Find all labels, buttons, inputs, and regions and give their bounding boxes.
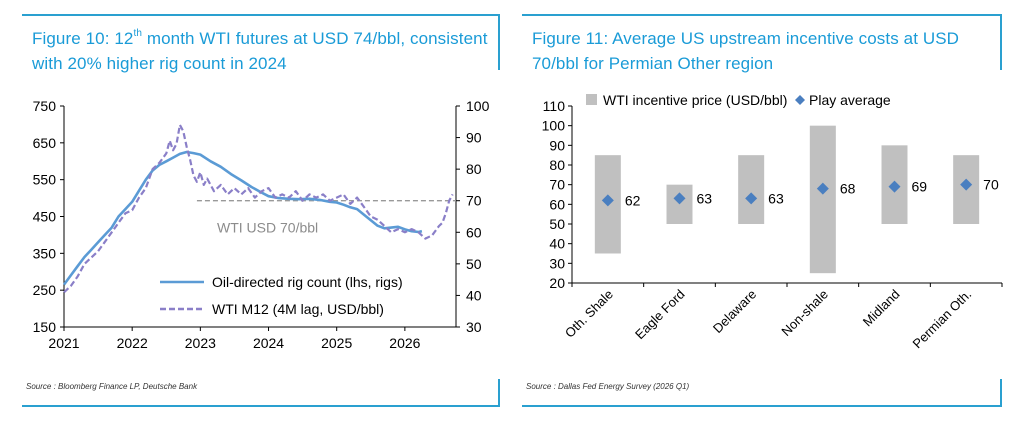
- play-average-data-label: 68: [840, 181, 856, 197]
- left-tick-label: 450: [33, 209, 57, 225]
- x-category-label: Oth. Shale: [562, 287, 616, 341]
- y-tick-label: 100: [542, 118, 566, 134]
- right-tick-label: 30: [466, 319, 482, 335]
- play-average-data-label: 69: [912, 179, 928, 195]
- incentive-range-bar: [809, 125, 836, 274]
- y-tick-label: 50: [549, 216, 565, 232]
- y-tick-label: 90: [549, 137, 565, 153]
- x-category-label: Delaware: [710, 287, 759, 336]
- legend-play-average-marker: [795, 95, 805, 105]
- x-category-label: Permian Oth.: [910, 287, 975, 352]
- figure-10-source-frame: Source : Bloomberg Finance LP, Deutsche …: [22, 379, 500, 407]
- incentive-cost-range-chart: 20 30 40 50 60 70 80 90 100 110 Oth. Shale Eagle Fo…: [542, 92, 1003, 352]
- wti-m12-series-line: [63, 123, 454, 294]
- x-tick-label: 2025: [321, 335, 352, 351]
- left-tick-label: 150: [33, 319, 57, 335]
- right-tick-label: 90: [466, 130, 482, 146]
- x-tick-label: 2026: [389, 335, 420, 351]
- play-average-marker: [816, 182, 829, 195]
- y-tick-label: 60: [549, 196, 565, 212]
- y-tick-label: 20: [549, 275, 565, 291]
- x-tick-label: 2023: [185, 335, 216, 351]
- right-tick-label: 40: [466, 287, 482, 303]
- figure-11-panel: Figure 11: Average US upstream incentive…: [512, 0, 1024, 432]
- play-average-marker: [960, 178, 973, 191]
- legend-rig-count-label: Oil-directed rig count (lhs, rigs): [212, 274, 403, 290]
- play-average-data-label: 70: [983, 177, 999, 193]
- x-category-label: Midland: [860, 287, 903, 330]
- figure-11-source: Source : Dallas Fed Energy Survey (2026 …: [526, 382, 690, 391]
- right-tick-label: 70: [466, 193, 482, 209]
- right-tick-label: 50: [466, 256, 482, 272]
- figure-10-title-frame: Figure 10: 12th month WTI futures at USD…: [22, 14, 500, 73]
- y-tick-label: 110: [543, 98, 566, 114]
- play-average-marker: [673, 192, 686, 205]
- figure-11-source-frame: Source : Dallas Fed Energy Survey (2026 …: [522, 379, 1002, 407]
- play-average-data-label: 63: [768, 190, 784, 206]
- legend-play-average-label: Play average: [809, 92, 891, 108]
- x-category-label: Non-shale: [778, 287, 831, 340]
- legend-incentive-swatch: [586, 94, 597, 105]
- left-tick-label: 650: [33, 135, 57, 151]
- left-tick-label: 350: [33, 245, 57, 261]
- play-average-data-label: 63: [697, 190, 713, 206]
- figure-10-title: Figure 10: 12th month WTI futures at USD…: [32, 28, 488, 73]
- figure-10-source: Source : Bloomberg Finance LP, Deutsche …: [26, 382, 198, 391]
- legend-incentive-label: WTI incentive price (USD/bbl): [603, 92, 787, 108]
- legend-wti-m12-label: WTI M12 (4M lag, USD/bbl): [212, 301, 384, 317]
- left-tick-label: 250: [33, 282, 57, 298]
- incentive-range-bar: [738, 155, 765, 224]
- x-tick-label: 2024: [253, 335, 284, 351]
- y-tick-label: 40: [549, 236, 565, 252]
- left-tick-label: 750: [33, 98, 57, 114]
- play-average-marker: [745, 192, 758, 205]
- rig-count-wti-line-chart: 150 250 350 450 550 650 750 30 40 50 60 70 80 90 100 20…: [33, 98, 490, 351]
- play-average-marker: [888, 180, 901, 193]
- left-tick-label: 550: [33, 172, 57, 188]
- y-tick-label: 80: [549, 157, 565, 173]
- right-tick-label: 80: [466, 161, 482, 177]
- play-average-marker: [601, 194, 614, 207]
- wti-70-reference-label: WTI USD 70/bbl: [217, 220, 318, 236]
- figure-11-title: Figure 11: Average US upstream incentive…: [532, 29, 960, 73]
- y-tick-label: 70: [549, 177, 565, 193]
- x-category-label: Eagle Ford: [632, 287, 688, 343]
- figure-10-panel: Figure 10: 12th month WTI futures at USD…: [22, 14, 500, 407]
- play-average-data-label: 62: [625, 192, 641, 208]
- right-tick-label: 60: [466, 224, 482, 240]
- x-tick-label: 2022: [117, 335, 148, 351]
- rig-count-series-line: [62, 150, 423, 286]
- figure-11-title-frame: Figure 11: Average US upstream incentive…: [522, 14, 1002, 73]
- right-tick-label: 100: [466, 98, 490, 114]
- x-tick-label: 2021: [48, 335, 79, 351]
- y-tick-label: 30: [549, 255, 565, 271]
